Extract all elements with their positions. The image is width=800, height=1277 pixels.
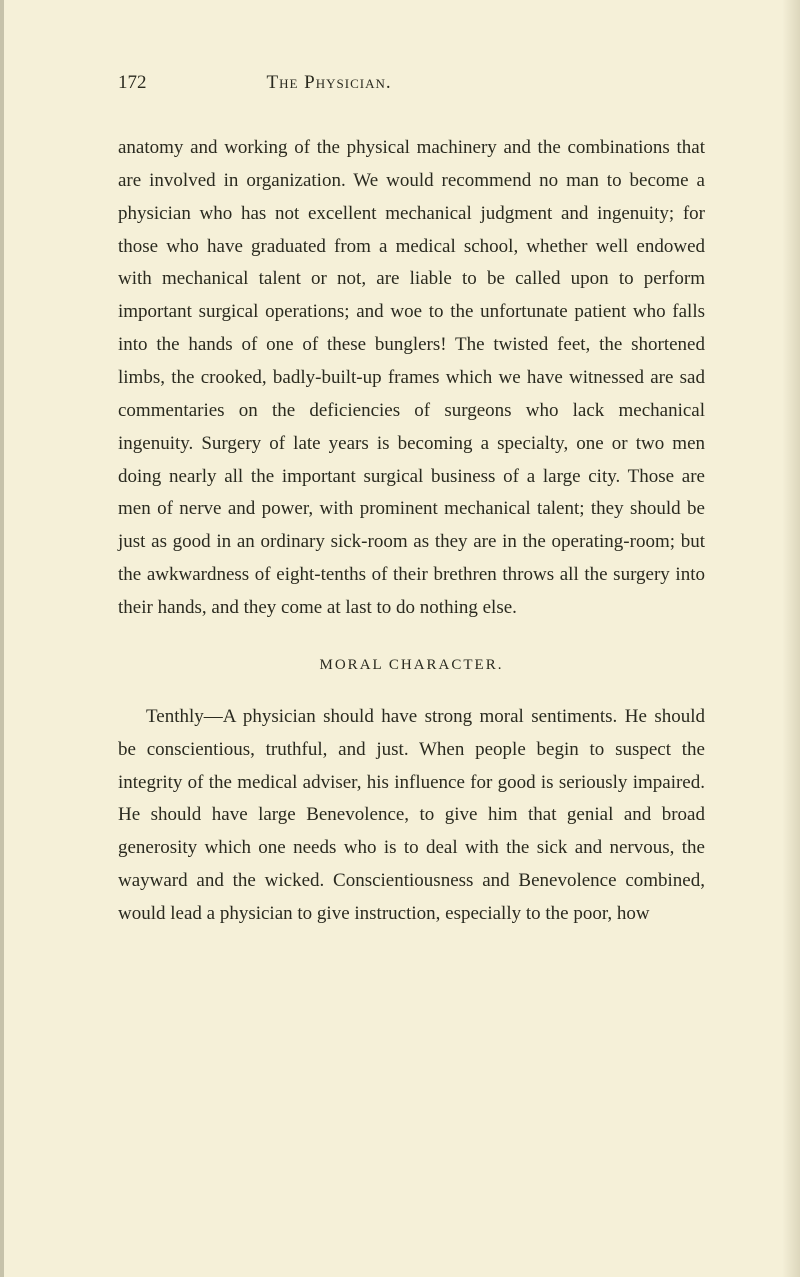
section-heading: MORAL CHARACTER.	[118, 653, 705, 679]
page-left-edge	[0, 0, 4, 1277]
page-number: 172	[118, 72, 147, 94]
paragraph-1: anatomy and working of the physical mach…	[118, 132, 705, 625]
paragraph-2: Tenthly—A physician should have strong m…	[118, 701, 705, 931]
page-header: 172 The Physician.	[118, 72, 705, 94]
page-right-shadow	[782, 0, 800, 1277]
book-page: 172 The Physician. anatomy and working o…	[0, 0, 800, 991]
body-text-container: anatomy and working of the physical mach…	[118, 132, 705, 931]
chapter-title: The Physician.	[267, 72, 392, 94]
